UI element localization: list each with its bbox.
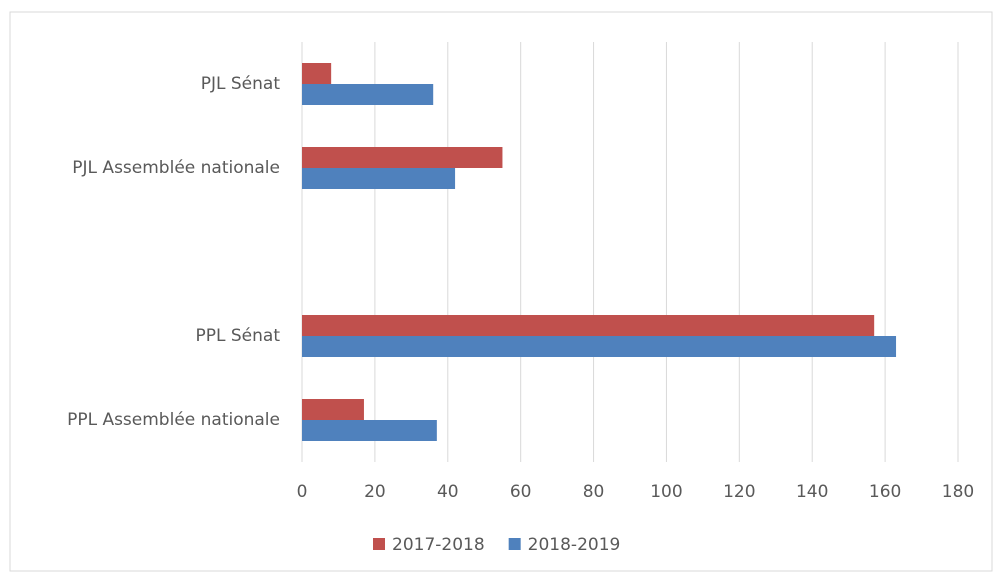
bar <box>302 315 875 336</box>
bar <box>302 399 364 420</box>
x-tick-label: 180 <box>942 482 974 502</box>
chart-border <box>9 11 993 572</box>
bar <box>302 63 332 84</box>
x-tick-label: 40 <box>437 482 459 502</box>
x-tick-label: 60 <box>510 482 532 502</box>
x-tick-label: 160 <box>869 482 901 502</box>
bar <box>302 420 437 441</box>
x-tick-label: 80 <box>583 482 605 502</box>
bar <box>302 84 434 105</box>
legend-swatch <box>508 538 521 550</box>
bar <box>302 336 897 357</box>
legend-label: 2017-2018 <box>392 535 485 555</box>
x-tick-label: 100 <box>650 482 682 502</box>
legend-swatch <box>373 538 385 550</box>
x-tick-label: 140 <box>796 482 828 502</box>
bar <box>302 168 456 189</box>
x-tick-label: 20 <box>364 482 386 502</box>
y-tick-label: PJL Sénat <box>201 74 281 94</box>
x-tick-label: 120 <box>723 482 755 502</box>
y-tick-label: PPL Sénat <box>196 326 281 346</box>
y-tick-label: PJL Assemblée nationale <box>72 158 280 178</box>
x-tick-label: 0 <box>297 482 308 502</box>
legend-label: 2018-2019 <box>528 535 621 555</box>
y-tick-label: PPL Assemblée nationale <box>67 410 280 430</box>
bar <box>302 147 503 168</box>
